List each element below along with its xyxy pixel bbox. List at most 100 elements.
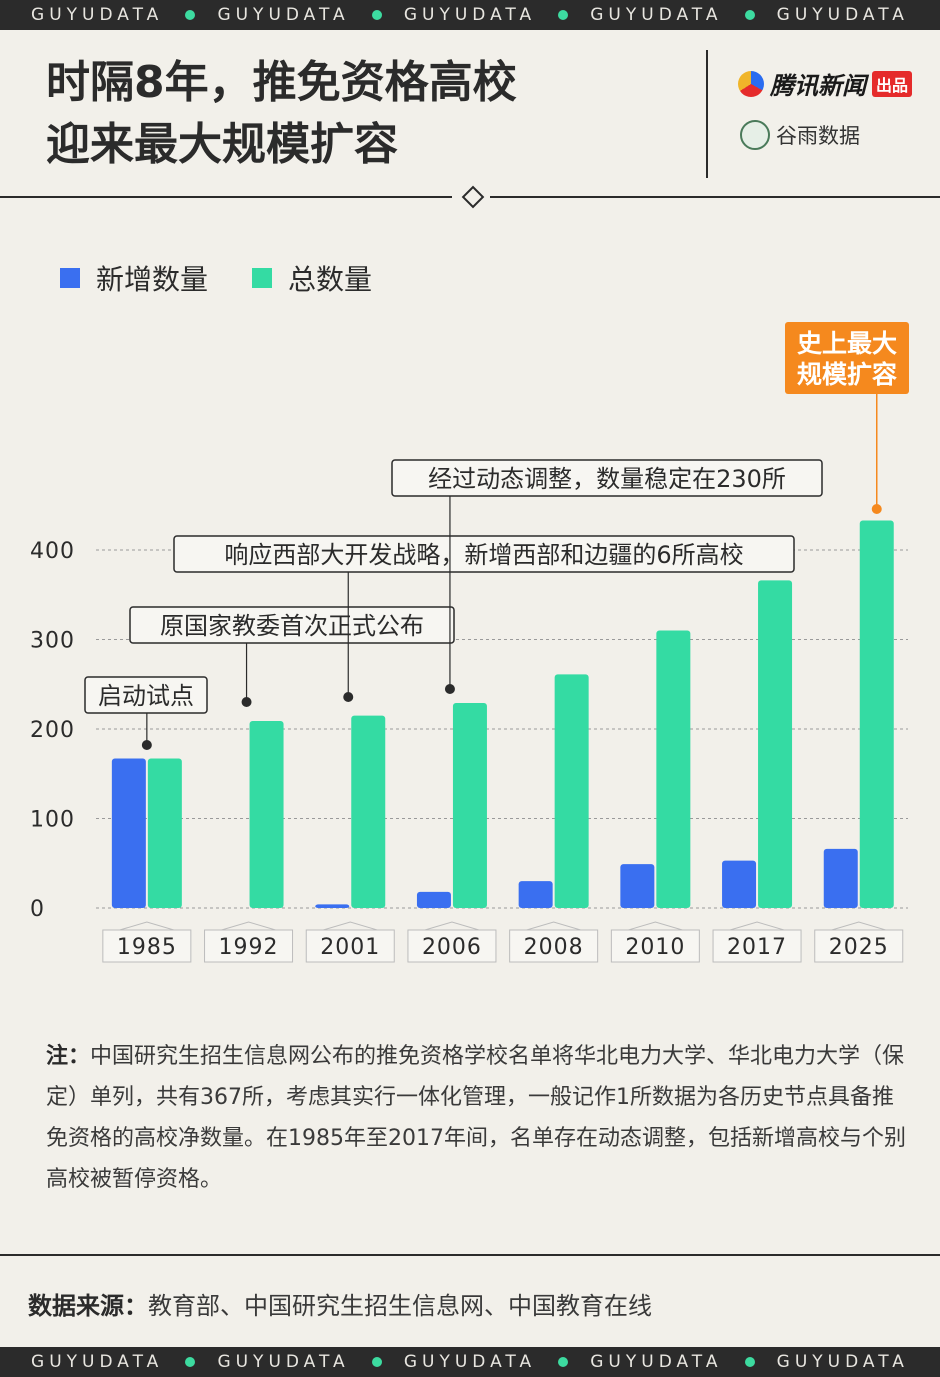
bar-total [656, 630, 691, 908]
annotation-label-line: 规模扩容 [797, 360, 897, 389]
annotation-label: 原国家教委首次正式公布 [160, 612, 424, 640]
legend-label-new: 新增数量 [96, 263, 209, 296]
band-dot [558, 1357, 569, 1367]
note-text: 中国研究生招生信息网公布的推免资格学校名单将华北电力大学、华北电力大学（保定）单… [46, 1044, 906, 1192]
x-label-badge [102, 929, 192, 963]
legend-swatch-total [252, 268, 273, 288]
annotation-dot [444, 684, 455, 694]
header-rule-right [490, 196, 940, 198]
band-text: GUYUDATA [403, 1352, 537, 1372]
bar-new [518, 881, 553, 908]
x-label-badge [204, 929, 294, 963]
guyu-data-brand: 谷雨数据 [740, 120, 860, 150]
legend-label-total: 总数量 [288, 263, 373, 296]
annotation-box [129, 606, 455, 644]
x-tick-label: 2010 [625, 935, 685, 960]
band-text: GUYUDATA [403, 5, 537, 25]
x-tick-label: 2025 [829, 935, 889, 960]
band-text: GUYUDATA [217, 5, 350, 25]
annotation-dot [241, 697, 252, 707]
bar-total [452, 703, 487, 908]
bar-total [758, 580, 793, 908]
annotation-box [391, 459, 823, 497]
annotation-box [173, 535, 795, 573]
x-tick-label: 2017 [727, 935, 787, 960]
band-text: GUYUDATA [590, 1352, 723, 1372]
bar-total [554, 674, 589, 908]
diamond-ornament [461, 185, 485, 209]
y-tick-label: 100 [30, 808, 75, 833]
y-tick-label: 0 [30, 897, 45, 922]
source-text: 教育部、中国研究生招生信息网、中国教育在线 [148, 1292, 652, 1320]
annotation-label: 响应西部大开发战略，新增西部和边疆的6所高校 [224, 541, 743, 569]
bar-total [351, 715, 386, 908]
annotation-dot [871, 504, 882, 514]
header-rule-left [0, 196, 452, 198]
bar-new [823, 848, 858, 908]
top-brand-band: GUYUDATA GUYUDATA GUYUDATA GUYUDATA GUYUDATA [0, 0, 940, 30]
x-label-badge [814, 929, 904, 963]
x-tick-label: 2006 [422, 935, 482, 960]
annotation-box [84, 676, 208, 714]
legend-item-new: 新增数量 [60, 258, 208, 298]
y-tick-label: 400 [30, 539, 75, 564]
band-text: GUYUDATA [776, 5, 909, 25]
band-dot [558, 10, 569, 20]
bottom-brand-band: GUYUDATA GUYUDATA GUYUDATA GUYUDATA GUYUDATA [0, 1347, 940, 1377]
tencent-news-logo-icon [738, 70, 764, 97]
guyu-data-logo-icon [740, 120, 770, 150]
x-label-badge [509, 929, 599, 963]
tencent-news-tag: 出品 [872, 70, 913, 97]
x-tick-label: 2008 [524, 935, 584, 960]
y-tick-label: 200 [30, 718, 75, 743]
band-dot [744, 1357, 755, 1367]
annotation-box-highlight [785, 322, 909, 394]
band-text: GUYUDATA [31, 1352, 164, 1372]
band-dot [185, 10, 196, 20]
bar-total [147, 758, 182, 908]
bar-new [416, 891, 451, 908]
header-divider [706, 50, 708, 178]
legend-item-total: 总数量 [252, 258, 372, 298]
bar-new [722, 860, 757, 908]
x-tick-label: 1985 [117, 935, 177, 960]
bar-total [249, 720, 284, 908]
band-text: GUYUDATA [217, 1352, 350, 1372]
annotation-label: 经过动态调整，数量稳定在230所 [428, 465, 786, 493]
annotation-dot [141, 740, 152, 750]
bar-new [620, 864, 655, 908]
band-dot [371, 1357, 382, 1367]
band-dot [185, 1357, 196, 1367]
annotation-label-line: 史上最大 [797, 329, 897, 358]
guyu-data-name: 谷雨数据 [776, 124, 860, 148]
chart-note: 注：中国研究生招生信息网公布的推免资格学校名单将华北电力大学、华北电力大学（保定… [46, 1036, 906, 1200]
bar-chart: 0 100 200 300 400 1985 1992 2001 2006 2008 2010 201… [30, 322, 909, 963]
source-divider [0, 1254, 940, 1256]
x-tick-label: 1992 [219, 935, 279, 960]
x-tick-label: 2001 [320, 935, 380, 960]
legend-swatch-new [60, 268, 80, 288]
chart-legend: 新增数量 总数量 [60, 258, 372, 298]
page-title: 时隔8年，推免资格高校 迎来最大规模扩容 [46, 57, 517, 170]
band-dot [371, 10, 382, 20]
note-label: 注： [46, 1044, 91, 1069]
x-label-badge [610, 929, 700, 963]
bar-new [315, 904, 350, 908]
annotation-label: 启动试点 [98, 682, 194, 710]
tencent-news-brand: 腾讯新闻 出品 [738, 66, 913, 101]
band-text: GUYUDATA [31, 5, 164, 25]
x-label-badge [305, 929, 395, 963]
annotation-label-highlight: 史上最大规模扩容 [797, 329, 897, 389]
band-text: GUYUDATA [590, 5, 723, 25]
bar-total [859, 520, 894, 908]
band-text: GUYUDATA [776, 1352, 909, 1372]
band-dot [744, 10, 755, 20]
y-tick-label: 300 [30, 629, 75, 654]
x-label-badge [407, 929, 497, 963]
data-source: 数据来源：教育部、中国研究生招生信息网、中国教育在线 [28, 1286, 652, 1321]
bar-new [111, 758, 146, 908]
source-label: 数据来源： [28, 1292, 148, 1320]
x-label-badge [712, 929, 802, 963]
tencent-news-name: 腾讯新闻 [770, 72, 866, 100]
annotation-dot [343, 692, 354, 702]
